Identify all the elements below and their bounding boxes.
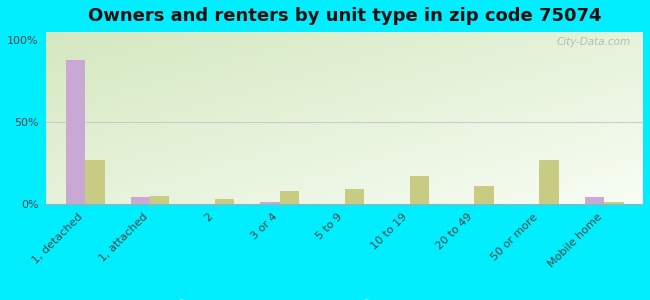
Bar xyxy=(66,60,85,204)
Bar xyxy=(410,176,429,204)
Bar xyxy=(280,191,299,204)
Bar xyxy=(474,186,494,204)
Bar xyxy=(584,197,604,204)
Bar xyxy=(150,196,170,204)
Bar xyxy=(540,160,559,204)
Bar xyxy=(344,189,364,204)
Bar xyxy=(85,160,105,204)
Bar xyxy=(131,197,150,204)
Legend: Owner occupied units, Renter occupied units: Owner occupied units, Renter occupied un… xyxy=(164,295,525,300)
Bar xyxy=(260,202,280,204)
Bar xyxy=(215,199,235,204)
Bar xyxy=(604,202,623,204)
Title: Owners and renters by unit type in zip code 75074: Owners and renters by unit type in zip c… xyxy=(88,7,601,25)
Text: City-Data.com: City-Data.com xyxy=(557,37,631,47)
